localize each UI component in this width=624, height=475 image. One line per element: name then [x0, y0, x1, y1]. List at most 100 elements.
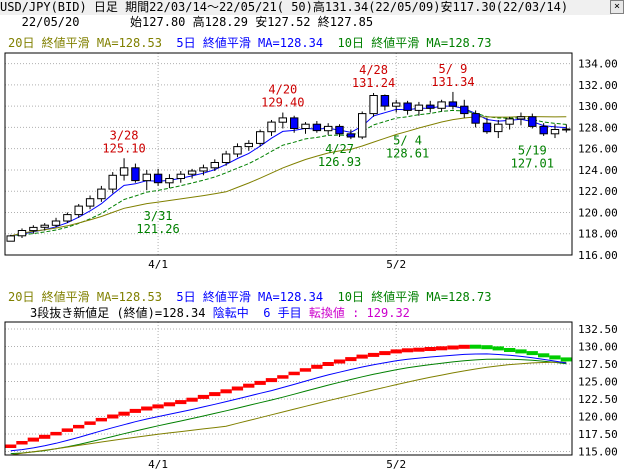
sanpon-bar: [265, 378, 278, 383]
price-grid: [5, 53, 572, 256]
price-y-tick-label: 132.00: [578, 79, 618, 92]
price-y-tick-label: 130.00: [578, 100, 618, 113]
sanpon-ma5-line: [10, 353, 567, 452]
annotation-date: 4/27: [325, 142, 354, 156]
candle-body: [153, 173, 163, 184]
price-ma20-line: [10, 115, 567, 237]
candle-body: [85, 198, 95, 207]
sanpon-bar: [401, 348, 414, 353]
candle-body: [460, 105, 469, 115]
sanpon-bar: [5, 444, 17, 448]
sanpon-turn-value: 転換値 : 129.32: [308, 306, 410, 320]
sanpon-bar: [288, 371, 300, 376]
candle-body: [505, 118, 514, 125]
sanpon-bar: [379, 351, 391, 356]
legend-top-ma10: 10日 終値平滑 MA=128.73: [337, 36, 492, 50]
candle-body: [471, 113, 480, 124]
candle-body: [51, 220, 61, 226]
candle-body: [63, 214, 72, 222]
price-ma5-line: [10, 105, 567, 237]
sanpon-bar: [163, 402, 176, 407]
candle-body: [358, 113, 367, 138]
sanpon-bar: [481, 345, 493, 350]
sanpon-close-value: 3段抜き新値足 (終値)=128.34: [30, 306, 206, 320]
candle-body: [29, 226, 38, 232]
candle-body: [380, 95, 390, 107]
price-x-tick-label: 4/1: [148, 258, 168, 271]
candle-body: [392, 102, 401, 107]
sanpon-bar: [186, 397, 198, 402]
sanpon-bar: [231, 386, 244, 391]
sanpon-bar: [390, 349, 402, 354]
sanpon-bar: [152, 404, 164, 409]
annotation-date: 4/20: [268, 83, 297, 97]
sanpon-bar: [73, 424, 85, 429]
sanpon-y-tick-label: 122.50: [578, 393, 618, 406]
candle-body: [267, 121, 276, 133]
sanpon-x-tick-labels: 4/1 5/2: [148, 458, 406, 471]
sanpon-bar: [424, 347, 436, 351]
sanpon-y-tick-label: 120.00: [578, 411, 618, 424]
annotation-date: 3/28: [110, 128, 139, 142]
sanpon-bar: [16, 441, 28, 445]
sanpon-bar: [118, 411, 130, 416]
sanpon-bar: [538, 353, 550, 358]
legend-bottom-ma20: 20日 終値平滑 MA=128.53: [8, 290, 162, 304]
candle-body: [301, 123, 310, 129]
close-icon[interactable]: ×: [610, 0, 624, 14]
price-candles: [6, 91, 571, 242]
annotation-value: 126.93: [318, 155, 361, 169]
sanpon-plot-frame: [4, 321, 573, 456]
sanpon-y-tick-label: 117.50: [578, 428, 618, 441]
candle-body: [403, 102, 412, 111]
candle-body: [119, 167, 129, 176]
candle-body: [244, 142, 254, 148]
candle-body: [550, 129, 560, 135]
price-y-tick-label: 120.00: [578, 206, 618, 219]
sanpon-bar: [311, 364, 323, 369]
sanpon-moving-averages: [10, 353, 567, 456]
candle-body: [516, 116, 526, 120]
sanpon-bar: [458, 344, 470, 349]
annotation-date: 5/ 4: [393, 134, 422, 148]
legend-top-ma20: 20日 終値平滑 MA=128.53: [8, 36, 162, 50]
annotation-date: 3/31: [144, 209, 173, 223]
candle-body: [448, 101, 458, 107]
sanpon-bar: [277, 375, 289, 379]
annotation-date: 5/19: [518, 143, 547, 157]
sanpon-bar: [322, 362, 334, 366]
candle-body: [414, 104, 424, 111]
legend-top-ma5: 5日 終値平滑 MA=128.34: [176, 36, 324, 50]
candle-body: [74, 205, 83, 216]
sanpon-info: 3段抜き新値足 (終値)=128.34 陰転中 6 手目 転換値 : 129.3…: [30, 305, 410, 321]
annotation-value: 127.01: [511, 156, 554, 170]
candle-body: [346, 133, 356, 138]
candle-body: [142, 173, 152, 182]
sanpon-bar: [447, 345, 459, 350]
sanpon-bar: [107, 414, 119, 419]
annotation-value: 129.40: [261, 96, 304, 110]
candle-body: [233, 146, 242, 155]
sanpon-bar: [560, 357, 572, 362]
candle-body: [539, 125, 548, 135]
sanpon-bar: [175, 400, 187, 405]
sanpon-bar: [39, 434, 51, 439]
candle-body: [290, 117, 299, 130]
sanpon-bar: [367, 352, 380, 357]
candle-body: [426, 104, 435, 109]
annotation-value: 128.61: [386, 147, 429, 161]
sanpon-bar: [413, 347, 425, 352]
sanpon-state: 陰転中: [212, 306, 249, 320]
price-y-tick-labels: 116.00 118.00 120.00 122.00 124.00 126.00 128.…: [578, 58, 618, 262]
price-y-tick-label: 116.00: [578, 249, 618, 262]
candle-body: [562, 128, 571, 131]
legend-bottom-ma10: 10日 終値平滑 MA=128.73: [337, 290, 492, 304]
sanpon-y-tick-labels: 115.00 117.50 120.00 122.50 125.00 127.50 130.…: [578, 323, 618, 459]
sanpon-bar: [469, 344, 482, 349]
annotation-date: 4/28: [359, 63, 388, 77]
candle-body: [199, 167, 208, 172]
price-ma10-line: [10, 109, 567, 237]
candle-body: [108, 174, 117, 190]
sanpon-bar: [356, 354, 368, 359]
